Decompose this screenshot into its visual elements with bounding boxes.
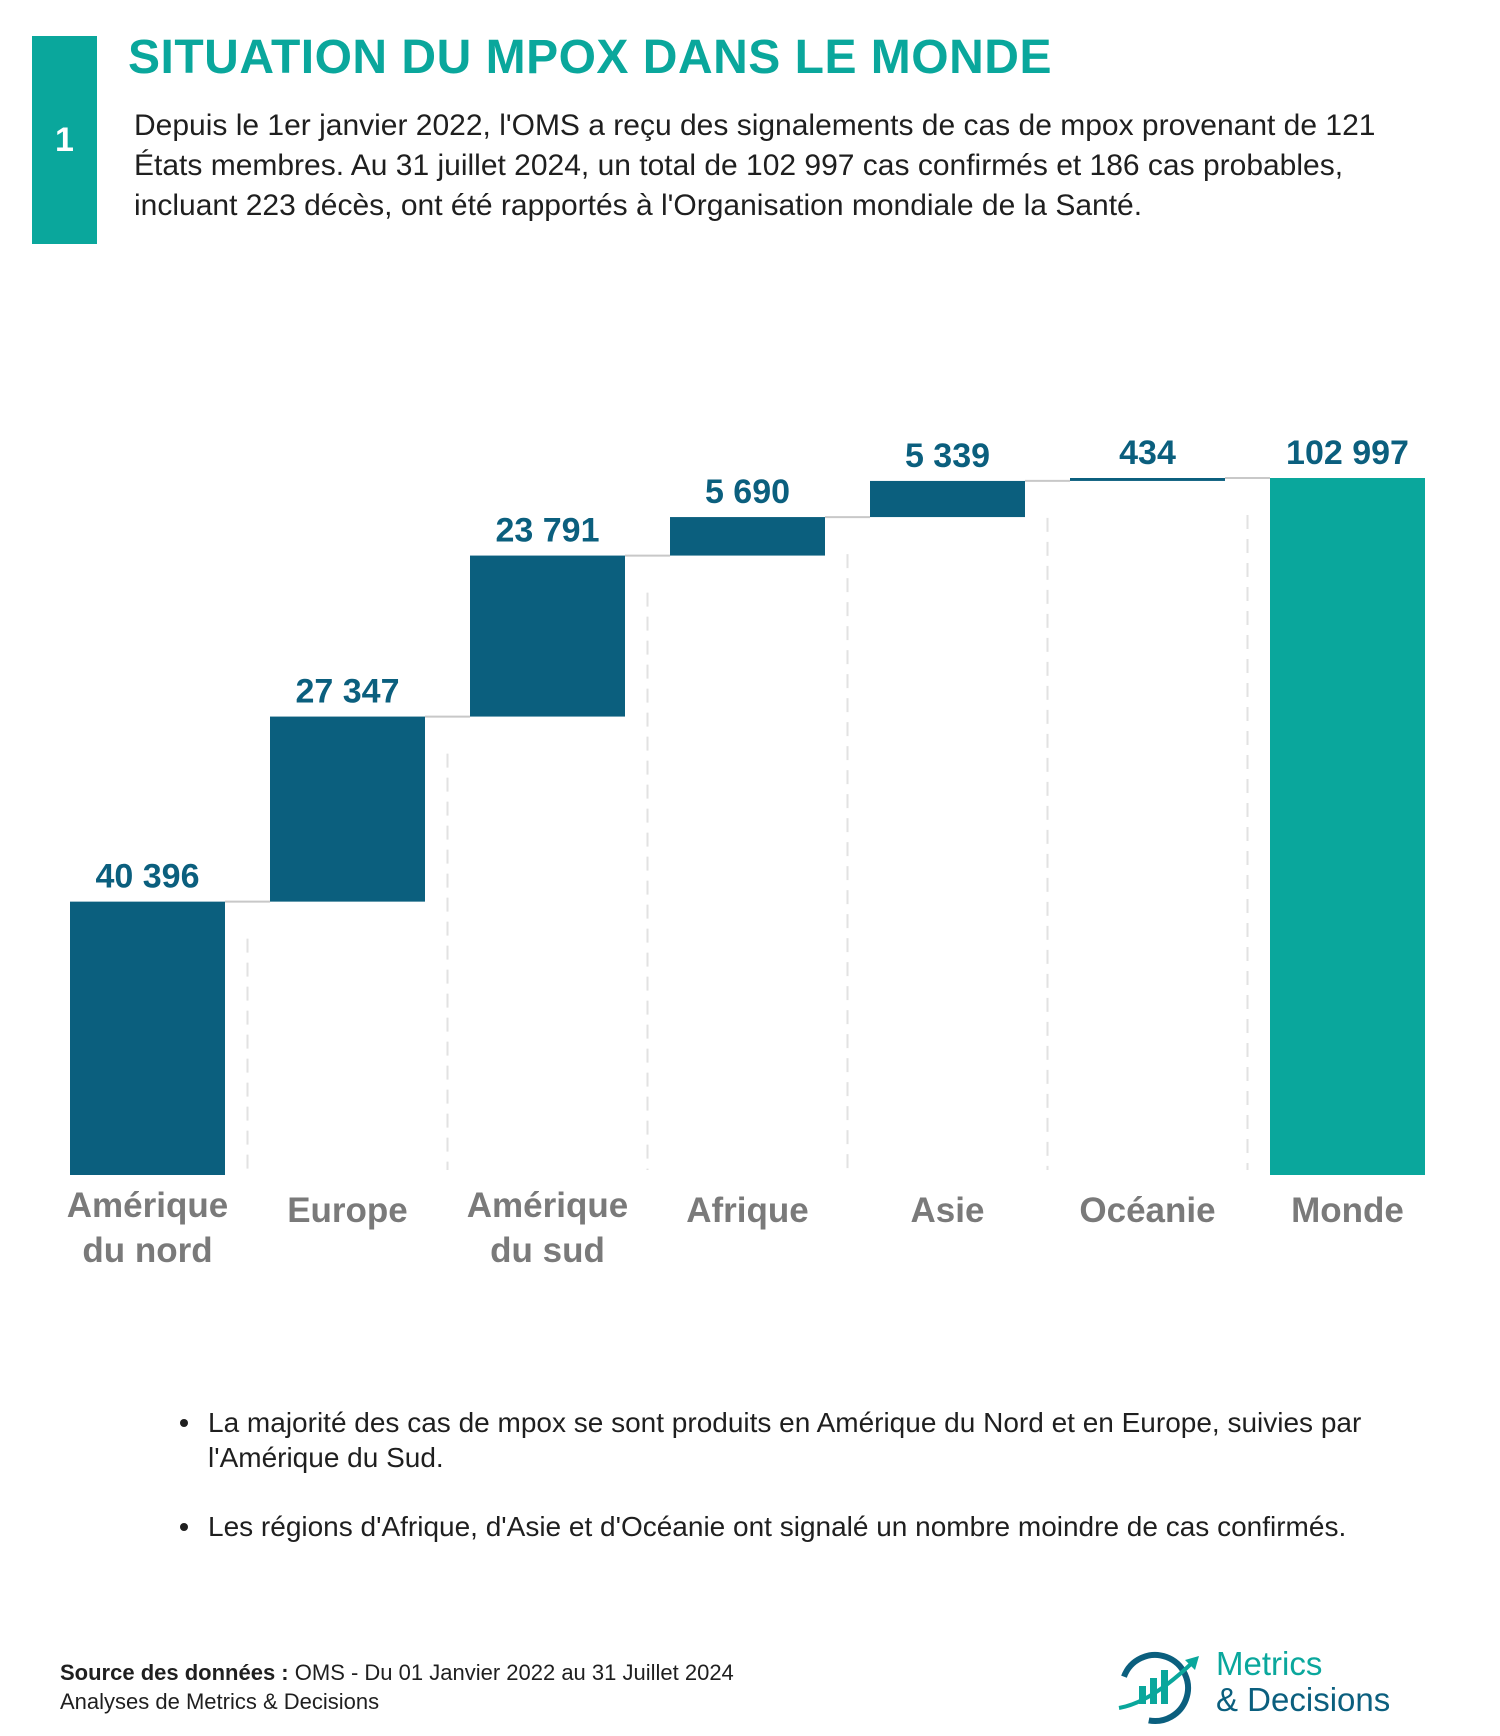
- logo-line-2: & Decisions: [1216, 1681, 1391, 1718]
- data-label: 434: [1119, 434, 1176, 472]
- page-title: SITUATION DU MPOX DANS LE MONDE: [128, 31, 1052, 84]
- bar-europe: [270, 716, 425, 902]
- waterfall-chart: 40 396 Amérique du nord 27 347 Europe 23 791 A…: [67, 434, 1425, 1270]
- data-label: 5 690: [705, 473, 790, 511]
- bar-asie: [870, 480, 1025, 518]
- source-text: OMS - Du 01 Janvier 2022 au 31 Juillet 2…: [294, 1660, 734, 1685]
- intro-paragraph: Depuis le 1er janvier 2022, l'OMS a reçu…: [134, 109, 1376, 222]
- category-label: Monde: [1291, 1191, 1404, 1230]
- data-label: 102 997: [1286, 434, 1409, 472]
- source-note: Source des données : OMS - Du 01 Janvier…: [60, 1658, 734, 1716]
- category-label: Afrique: [686, 1191, 809, 1230]
- logo-line-1: Metrics: [1216, 1645, 1323, 1682]
- category-label: Amérique: [67, 1186, 228, 1225]
- category-label: du nord: [82, 1231, 212, 1270]
- data-label: 5 339: [905, 437, 990, 475]
- data-label: 40 396: [96, 858, 200, 896]
- key-findings: La majorité des cas de mpox se sont prod…: [180, 1405, 1380, 1578]
- section-number-box: 1: [32, 36, 97, 244]
- bar-amérique-du-nord: [70, 901, 225, 1175]
- analysis-credit: Analyses de Metrics & Decisions: [60, 1689, 380, 1714]
- category-label: Asie: [911, 1191, 985, 1230]
- category-label: Océanie: [1079, 1191, 1215, 1230]
- category-label: Amérique: [467, 1186, 628, 1225]
- section-number: 1: [55, 120, 74, 159]
- metrics-decisions-logo: Metrics & Decisions: [1113, 1646, 1403, 1726]
- data-label: 27 347: [296, 673, 400, 711]
- category-label: du sud: [490, 1231, 605, 1270]
- bar-océanie: [1070, 478, 1225, 481]
- category-label: Europe: [287, 1191, 408, 1230]
- bar-amérique-du-sud: [470, 555, 625, 717]
- data-label: 23 791: [496, 512, 600, 550]
- bar-monde: [1270, 478, 1425, 1175]
- growth-chart-logo-icon: [1118, 1652, 1199, 1724]
- finding-item: La majorité des cas de mpox se sont prod…: [180, 1405, 1380, 1475]
- finding-item: Les régions d'Afrique, d'Asie et d'Océan…: [180, 1509, 1380, 1544]
- source-label: Source des données :: [60, 1660, 289, 1685]
- bar-afrique: [670, 517, 825, 556]
